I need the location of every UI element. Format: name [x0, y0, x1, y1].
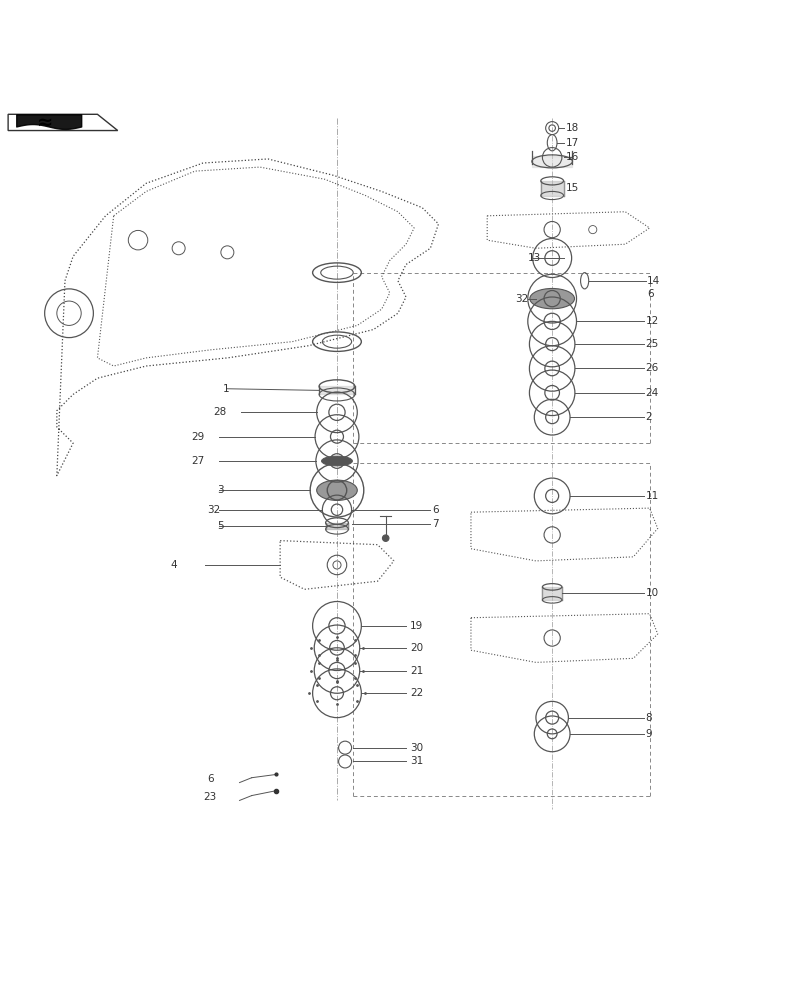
- Polygon shape: [8, 114, 118, 131]
- Text: 18: 18: [565, 123, 578, 133]
- Text: 4: 4: [170, 560, 177, 570]
- Text: 32: 32: [515, 294, 528, 304]
- Text: 13: 13: [527, 253, 540, 263]
- Text: 29: 29: [191, 432, 204, 442]
- Text: 21: 21: [410, 666, 423, 676]
- Text: 17: 17: [565, 138, 578, 148]
- Text: 23: 23: [203, 792, 216, 802]
- Text: 5: 5: [217, 521, 224, 531]
- Text: 28: 28: [213, 407, 226, 417]
- Text: 6: 6: [646, 289, 653, 299]
- Text: 7: 7: [431, 519, 438, 529]
- Text: 3: 3: [217, 485, 224, 495]
- Ellipse shape: [321, 456, 352, 466]
- Text: 25: 25: [645, 339, 658, 349]
- Text: 11: 11: [645, 491, 658, 501]
- Text: ≈: ≈: [36, 113, 53, 132]
- Text: 20: 20: [410, 643, 423, 653]
- Text: 15: 15: [565, 183, 578, 193]
- Text: 12: 12: [645, 316, 658, 326]
- Text: 14: 14: [646, 276, 659, 286]
- Ellipse shape: [316, 480, 357, 500]
- Text: 19: 19: [410, 621, 423, 631]
- Text: 32: 32: [207, 505, 220, 515]
- Text: 16: 16: [565, 152, 578, 162]
- Text: 10: 10: [645, 588, 658, 598]
- Text: 26: 26: [645, 363, 658, 373]
- Text: 24: 24: [645, 388, 658, 398]
- Text: 27: 27: [191, 456, 204, 466]
- Text: 31: 31: [410, 756, 423, 766]
- Text: 22: 22: [410, 688, 423, 698]
- Text: 2: 2: [645, 412, 651, 422]
- Text: 8: 8: [645, 713, 651, 723]
- Circle shape: [382, 535, 388, 541]
- Text: 9: 9: [645, 729, 651, 739]
- Ellipse shape: [529, 288, 574, 309]
- Text: 1: 1: [223, 384, 230, 394]
- Text: 30: 30: [410, 743, 423, 753]
- Text: 6: 6: [431, 505, 438, 515]
- Text: 6: 6: [207, 774, 213, 784]
